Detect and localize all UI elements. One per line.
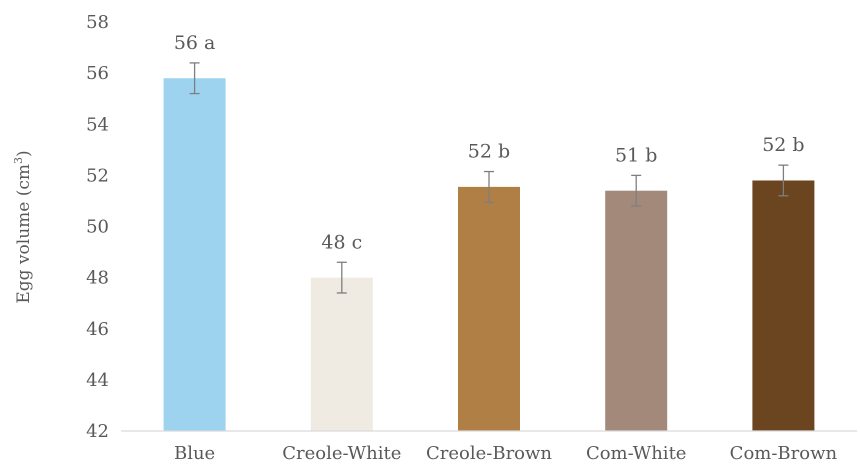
- y-axis-title-suffix: ): [14, 150, 34, 157]
- data-label: 51 b: [615, 144, 657, 166]
- bars: [163, 78, 815, 432]
- bar-com-brown: [752, 180, 815, 431]
- y-tick-label: 48: [86, 268, 109, 289]
- error-bars: [189, 62, 789, 294]
- data-label: 52 b: [762, 134, 804, 156]
- x-tick-label: Com-Brown: [730, 443, 838, 464]
- bar-creole-white: [310, 277, 373, 431]
- x-axis-labels: Blue Creole-White Creole-Brown Com-White Com…: [174, 443, 838, 464]
- y-tick-label: 42: [86, 421, 109, 442]
- data-label: 56 a: [174, 32, 216, 54]
- data-label: 48 c: [321, 231, 362, 253]
- y-tick-label: 44: [86, 370, 109, 391]
- y-axis-title-text: Egg volume (cm3): [12, 150, 34, 303]
- bar-creole-brown: [458, 186, 520, 431]
- y-axis-title-main: Egg volume (cm: [14, 164, 34, 304]
- x-tick-label: Creole-White: [282, 443, 401, 464]
- bar-com-white: [605, 190, 668, 431]
- data-label: 52 b: [468, 141, 510, 163]
- y-axis-ticks: 42 44 46 48 50 52 54 56 58: [86, 12, 109, 442]
- y-tick-label: 54: [86, 114, 109, 135]
- data-labels: 56 a 48 c 52 b 51 b 52 b: [174, 32, 805, 253]
- y-tick-label: 46: [86, 319, 109, 340]
- x-tick-label: Creole-Brown: [426, 443, 552, 464]
- y-tick-label: 50: [86, 217, 109, 238]
- y-tick-label: 58: [86, 12, 109, 33]
- x-tick-label: Com-White: [586, 443, 687, 464]
- bar-blue: [163, 78, 226, 432]
- y-axis-title-superscript: 3: [12, 157, 25, 164]
- x-tick-label: Blue: [174, 443, 215, 464]
- y-axis-title: Egg volume (cm3): [12, 150, 34, 303]
- y-tick-label: 56: [86, 63, 109, 84]
- y-tick-label: 52: [86, 165, 109, 186]
